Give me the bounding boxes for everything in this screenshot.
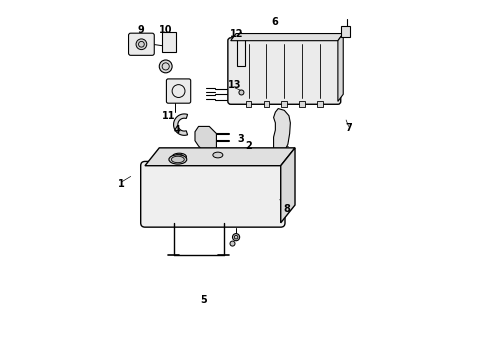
Polygon shape — [281, 148, 295, 223]
Ellipse shape — [230, 241, 235, 246]
Text: 3: 3 — [237, 134, 244, 144]
Text: 11: 11 — [161, 111, 175, 121]
Text: 2: 2 — [245, 141, 252, 151]
Bar — [342, 26, 350, 37]
FancyBboxPatch shape — [167, 79, 191, 103]
Polygon shape — [195, 126, 217, 152]
Ellipse shape — [169, 155, 187, 164]
Text: 4: 4 — [174, 125, 180, 135]
FancyBboxPatch shape — [141, 161, 285, 227]
Bar — [245, 102, 251, 107]
Ellipse shape — [172, 153, 186, 160]
Ellipse shape — [159, 60, 172, 73]
Bar — [277, 149, 285, 155]
Text: 6: 6 — [271, 17, 278, 27]
Polygon shape — [338, 33, 343, 102]
FancyBboxPatch shape — [128, 33, 154, 55]
Bar — [237, 39, 245, 66]
Polygon shape — [273, 109, 291, 155]
Bar — [299, 102, 305, 107]
FancyBboxPatch shape — [228, 38, 341, 104]
Polygon shape — [145, 148, 295, 166]
Text: 12: 12 — [230, 28, 244, 39]
Bar — [162, 32, 176, 52]
Text: 9: 9 — [137, 25, 144, 35]
Polygon shape — [173, 114, 188, 135]
Text: 13: 13 — [228, 80, 242, 90]
Ellipse shape — [232, 234, 240, 241]
Bar — [281, 102, 287, 107]
Text: 10: 10 — [159, 25, 172, 35]
Ellipse shape — [213, 152, 223, 158]
Text: 5: 5 — [200, 295, 207, 305]
Bar — [317, 102, 323, 107]
Ellipse shape — [239, 90, 244, 95]
Text: 1: 1 — [119, 179, 125, 189]
Bar — [264, 102, 270, 107]
Text: 8: 8 — [284, 203, 291, 213]
Ellipse shape — [136, 39, 147, 50]
Polygon shape — [231, 33, 343, 41]
Text: 7: 7 — [345, 123, 352, 133]
